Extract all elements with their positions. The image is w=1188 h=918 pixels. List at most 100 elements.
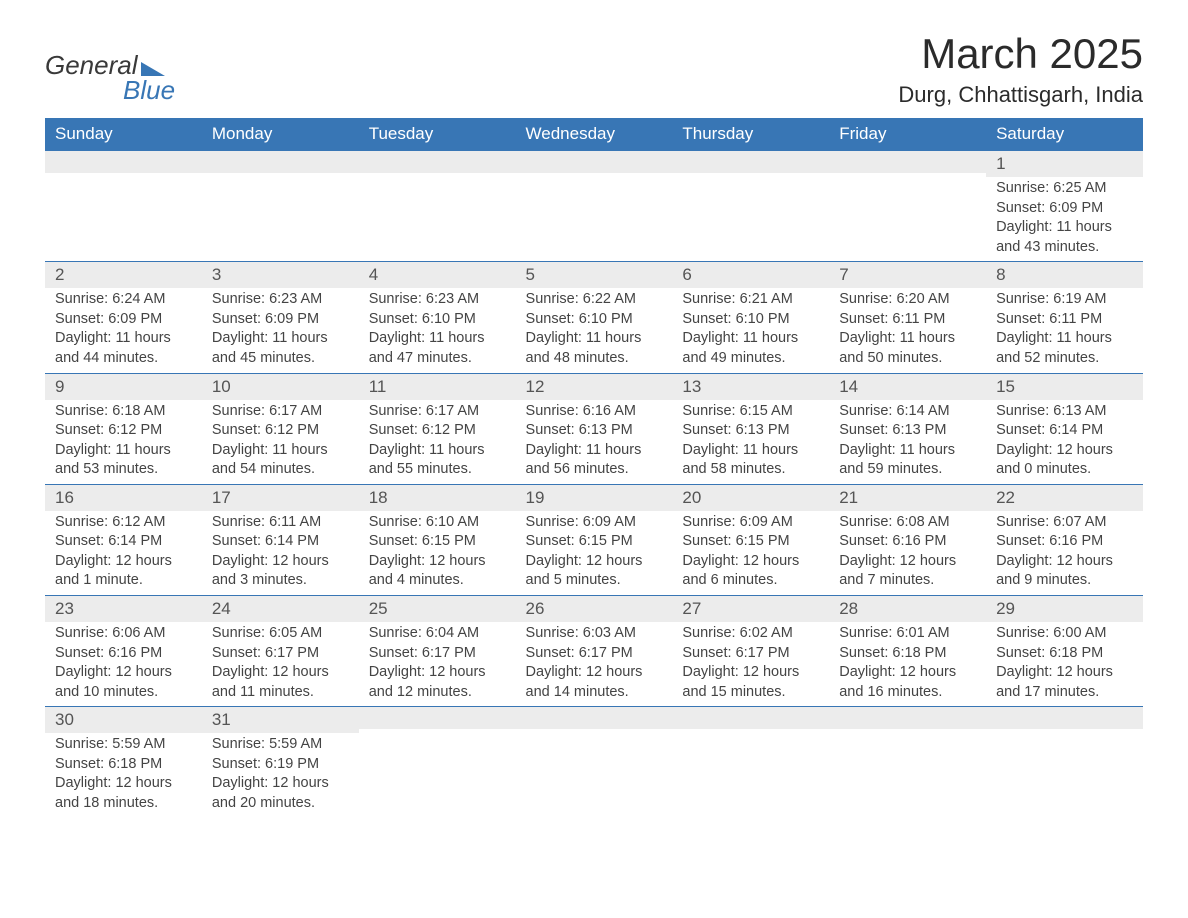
day-cell [516, 151, 673, 262]
day-number [202, 151, 359, 173]
sunset-line: Sunset: 6:13 PM [682, 421, 819, 441]
sunrise-line: Sunrise: 6:06 AM [55, 624, 192, 644]
day-data: Sunrise: 6:21 AMSunset: 6:10 PMDaylight:… [672, 288, 829, 372]
day-data: Sunrise: 6:23 AMSunset: 6:10 PMDaylight:… [359, 288, 516, 372]
sunrise-line: Sunrise: 6:11 AM [212, 513, 349, 533]
day-cell: 9Sunrise: 6:18 AMSunset: 6:12 PMDaylight… [45, 373, 202, 484]
day-cell: 27Sunrise: 6:02 AMSunset: 6:17 PMDayligh… [672, 596, 829, 707]
col-thu: Thursday [672, 118, 829, 151]
daylight-line: Daylight: 12 hours and 5 minutes. [526, 552, 663, 591]
sunset-line: Sunset: 6:10 PM [682, 310, 819, 330]
day-cell: 21Sunrise: 6:08 AMSunset: 6:16 PMDayligh… [829, 484, 986, 595]
day-data: Sunrise: 6:07 AMSunset: 6:16 PMDaylight:… [986, 511, 1143, 595]
day-number [986, 707, 1143, 729]
sunset-line: Sunset: 6:15 PM [369, 532, 506, 552]
day-data: Sunrise: 6:04 AMSunset: 6:17 PMDaylight:… [359, 622, 516, 706]
day-number [45, 151, 202, 173]
sunset-line: Sunset: 6:17 PM [682, 644, 819, 664]
sunrise-line: Sunrise: 6:23 AM [369, 290, 506, 310]
daylight-line: Daylight: 11 hours and 44 minutes. [55, 329, 192, 368]
day-data: Sunrise: 6:03 AMSunset: 6:17 PMDaylight:… [516, 622, 673, 706]
sunrise-line: Sunrise: 6:02 AM [682, 624, 819, 644]
day-number: 30 [45, 707, 202, 733]
day-number: 20 [672, 485, 829, 511]
calendar-table: Sunday Monday Tuesday Wednesday Thursday… [45, 118, 1143, 818]
day-data [986, 729, 1143, 803]
day-number: 17 [202, 485, 359, 511]
sunrise-line: Sunrise: 6:10 AM [369, 513, 506, 533]
day-cell: 16Sunrise: 6:12 AMSunset: 6:14 PMDayligh… [45, 484, 202, 595]
sunset-line: Sunset: 6:11 PM [996, 310, 1133, 330]
day-number [829, 151, 986, 173]
sunrise-line: Sunrise: 6:17 AM [212, 402, 349, 422]
day-data: Sunrise: 6:08 AMSunset: 6:16 PMDaylight:… [829, 511, 986, 595]
day-cell: 6Sunrise: 6:21 AMSunset: 6:10 PMDaylight… [672, 262, 829, 373]
week-row: 16Sunrise: 6:12 AMSunset: 6:14 PMDayligh… [45, 484, 1143, 595]
header: General Blue March 2025 Durg, Chhattisga… [45, 30, 1143, 108]
sunset-line: Sunset: 6:16 PM [839, 532, 976, 552]
sunset-line: Sunset: 6:13 PM [526, 421, 663, 441]
sunrise-line: Sunrise: 6:13 AM [996, 402, 1133, 422]
sunset-line: Sunset: 6:17 PM [369, 644, 506, 664]
sunset-line: Sunset: 6:17 PM [212, 644, 349, 664]
day-data: Sunrise: 6:06 AMSunset: 6:16 PMDaylight:… [45, 622, 202, 706]
daylight-line: Daylight: 12 hours and 10 minutes. [55, 663, 192, 702]
day-number: 24 [202, 596, 359, 622]
location: Durg, Chhattisgarh, India [898, 82, 1143, 108]
day-data: Sunrise: 6:13 AMSunset: 6:14 PMDaylight:… [986, 400, 1143, 484]
day-cell: 19Sunrise: 6:09 AMSunset: 6:15 PMDayligh… [516, 484, 673, 595]
day-cell [359, 707, 516, 818]
day-data: Sunrise: 6:12 AMSunset: 6:14 PMDaylight:… [45, 511, 202, 595]
daylight-line: Daylight: 12 hours and 12 minutes. [369, 663, 506, 702]
day-data [829, 173, 986, 247]
daylight-line: Daylight: 11 hours and 50 minutes. [839, 329, 976, 368]
day-cell: 28Sunrise: 6:01 AMSunset: 6:18 PMDayligh… [829, 596, 986, 707]
sunrise-line: Sunrise: 6:03 AM [526, 624, 663, 644]
week-row: 30Sunrise: 5:59 AMSunset: 6:18 PMDayligh… [45, 707, 1143, 818]
day-number: 5 [516, 262, 673, 288]
col-tue: Tuesday [359, 118, 516, 151]
daylight-line: Daylight: 11 hours and 59 minutes. [839, 441, 976, 480]
day-data: Sunrise: 6:18 AMSunset: 6:12 PMDaylight:… [45, 400, 202, 484]
day-data: Sunrise: 6:02 AMSunset: 6:17 PMDaylight:… [672, 622, 829, 706]
sunrise-line: Sunrise: 6:19 AM [996, 290, 1133, 310]
day-cell: 5Sunrise: 6:22 AMSunset: 6:10 PMDaylight… [516, 262, 673, 373]
day-number: 12 [516, 374, 673, 400]
day-cell [45, 151, 202, 262]
day-data: Sunrise: 6:11 AMSunset: 6:14 PMDaylight:… [202, 511, 359, 595]
day-number: 10 [202, 374, 359, 400]
day-cell: 14Sunrise: 6:14 AMSunset: 6:13 PMDayligh… [829, 373, 986, 484]
day-number: 21 [829, 485, 986, 511]
sunrise-line: Sunrise: 6:01 AM [839, 624, 976, 644]
sunrise-line: Sunrise: 6:24 AM [55, 290, 192, 310]
day-cell: 17Sunrise: 6:11 AMSunset: 6:14 PMDayligh… [202, 484, 359, 595]
day-cell: 18Sunrise: 6:10 AMSunset: 6:15 PMDayligh… [359, 484, 516, 595]
daylight-line: Daylight: 12 hours and 14 minutes. [526, 663, 663, 702]
daylight-line: Daylight: 12 hours and 7 minutes. [839, 552, 976, 591]
sunset-line: Sunset: 6:10 PM [526, 310, 663, 330]
daylight-line: Daylight: 11 hours and 54 minutes. [212, 441, 349, 480]
sunset-line: Sunset: 6:14 PM [55, 532, 192, 552]
col-wed: Wednesday [516, 118, 673, 151]
day-cell: 13Sunrise: 6:15 AMSunset: 6:13 PMDayligh… [672, 373, 829, 484]
day-data: Sunrise: 6:16 AMSunset: 6:13 PMDaylight:… [516, 400, 673, 484]
day-cell [202, 151, 359, 262]
sunrise-line: Sunrise: 6:22 AM [526, 290, 663, 310]
day-data: Sunrise: 6:00 AMSunset: 6:18 PMDaylight:… [986, 622, 1143, 706]
daylight-line: Daylight: 11 hours and 58 minutes. [682, 441, 819, 480]
sunset-line: Sunset: 6:12 PM [212, 421, 349, 441]
sunrise-line: Sunrise: 6:23 AM [212, 290, 349, 310]
sunset-line: Sunset: 6:11 PM [839, 310, 976, 330]
day-number: 27 [672, 596, 829, 622]
day-cell: 23Sunrise: 6:06 AMSunset: 6:16 PMDayligh… [45, 596, 202, 707]
day-cell: 7Sunrise: 6:20 AMSunset: 6:11 PMDaylight… [829, 262, 986, 373]
col-fri: Friday [829, 118, 986, 151]
day-cell: 25Sunrise: 6:04 AMSunset: 6:17 PMDayligh… [359, 596, 516, 707]
day-data: Sunrise: 6:25 AMSunset: 6:09 PMDaylight:… [986, 177, 1143, 261]
day-number [516, 707, 673, 729]
day-number: 19 [516, 485, 673, 511]
sunrise-line: Sunrise: 6:04 AM [369, 624, 506, 644]
day-number [672, 707, 829, 729]
day-number: 13 [672, 374, 829, 400]
day-number: 1 [986, 151, 1143, 177]
